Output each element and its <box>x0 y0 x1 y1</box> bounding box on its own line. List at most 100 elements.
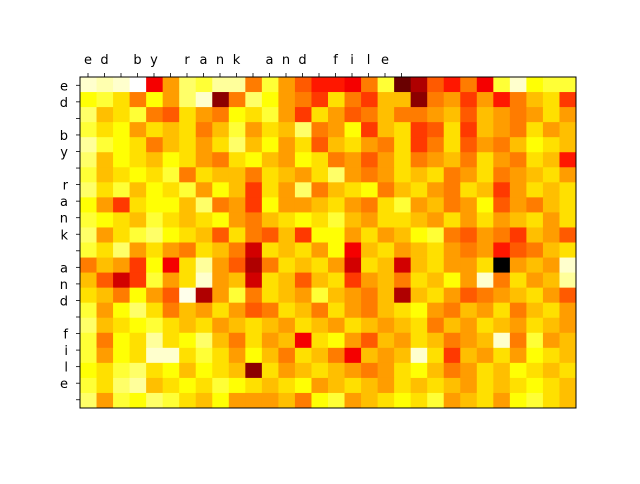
heatmap-cell <box>493 302 511 319</box>
heatmap-cell <box>311 77 329 93</box>
heatmap-cell <box>377 362 395 379</box>
heatmap-cell <box>294 152 312 168</box>
heatmap-cell <box>96 287 114 304</box>
heatmap-cell <box>394 92 412 108</box>
y-tick-label: b <box>60 129 68 144</box>
heatmap-cells <box>80 77 577 409</box>
x-tick-label: i <box>350 53 354 68</box>
heatmap-cell <box>162 92 180 108</box>
heatmap-cell <box>261 362 279 379</box>
heatmap-cell <box>212 197 230 213</box>
heatmap-cell <box>361 182 378 198</box>
heatmap-cell <box>162 152 180 168</box>
heatmap-cell <box>559 92 577 108</box>
heatmap-cell <box>328 272 345 289</box>
heatmap-cell <box>129 287 147 304</box>
heatmap-cell <box>542 152 560 168</box>
heatmap-cell <box>129 122 147 138</box>
heatmap-cell <box>195 392 213 409</box>
heatmap-cell <box>377 92 395 108</box>
heatmap-cell <box>460 377 478 394</box>
heatmap-cell <box>146 287 164 304</box>
heatmap-cell <box>278 122 296 138</box>
heatmap-cell <box>427 317 445 334</box>
heatmap-cell <box>96 362 114 379</box>
heatmap-cell <box>427 212 445 228</box>
heatmap-cell <box>212 287 230 304</box>
heatmap-cell <box>96 197 114 213</box>
heatmap-cell <box>129 377 147 394</box>
heatmap-cell <box>427 377 445 394</box>
heatmap-cell <box>162 347 180 364</box>
heatmap-cell <box>278 347 296 364</box>
heatmap-cell <box>245 317 263 334</box>
heatmap-cell <box>344 77 362 93</box>
heatmap-cell <box>294 392 312 409</box>
heatmap-cell <box>195 137 213 153</box>
heatmap-cell <box>311 302 329 319</box>
heatmap-cell <box>129 317 147 334</box>
heatmap-cell <box>80 92 97 108</box>
heatmap-cell <box>559 77 577 93</box>
heatmap-cell <box>526 122 544 138</box>
heatmap-cell <box>410 287 428 304</box>
heatmap-cell <box>162 332 180 349</box>
heatmap-cell <box>113 107 130 123</box>
heatmap-cell <box>410 77 428 93</box>
y-tick-label: d <box>60 96 68 111</box>
heatmap-cell <box>361 257 378 273</box>
heatmap-cell <box>559 332 577 349</box>
heatmap-cell <box>328 362 345 379</box>
heatmap-cell <box>294 272 312 289</box>
heatmap-cell <box>344 137 362 153</box>
heatmap-cell <box>228 242 246 258</box>
heatmap-cell <box>328 227 345 243</box>
heatmap-cell <box>559 362 577 379</box>
heatmap-cell <box>96 377 114 394</box>
heatmap-cell <box>311 122 329 138</box>
heatmap-cell <box>96 77 114 93</box>
heatmap-cell <box>179 182 197 198</box>
heatmap-cell <box>410 272 428 289</box>
heatmap-cell <box>344 152 362 168</box>
heatmap-cell <box>493 332 511 349</box>
heatmap-cell <box>443 92 461 108</box>
heatmap-cell <box>80 392 97 409</box>
heatmap-cell <box>146 377 164 394</box>
heatmap-cell <box>361 77 378 93</box>
heatmap-cell <box>294 92 312 108</box>
heatmap-cell <box>129 167 147 183</box>
heatmap-cell <box>212 272 230 289</box>
heatmap-cell <box>129 257 147 273</box>
heatmap-cell <box>162 227 180 243</box>
heatmap-cell <box>443 347 461 364</box>
heatmap-cell <box>526 197 544 213</box>
heatmap-cell <box>542 212 560 228</box>
heatmap-cell <box>509 197 527 213</box>
heatmap-cell <box>476 182 494 198</box>
heatmap-cell <box>113 227 130 243</box>
heatmap-cell <box>245 152 263 168</box>
heatmap-cell <box>542 362 560 379</box>
heatmap-cell <box>443 197 461 213</box>
heatmap-cell <box>294 317 312 334</box>
heatmap-cell <box>328 92 345 108</box>
heatmap-cell <box>394 122 412 138</box>
heatmap-cell <box>228 167 246 183</box>
heatmap-cell <box>328 77 345 93</box>
heatmap-cell <box>443 227 461 243</box>
heatmap-cell <box>228 257 246 273</box>
heatmap-cell <box>179 227 197 243</box>
heatmap-cell <box>195 317 213 334</box>
heatmap-cell <box>212 167 230 183</box>
heatmap-cell <box>542 347 560 364</box>
heatmap-cell <box>311 182 329 198</box>
heatmap-cell <box>443 167 461 183</box>
heatmap-cell <box>542 257 560 273</box>
heatmap-cell <box>162 212 180 228</box>
y-tick-label: n <box>60 212 68 227</box>
heatmap-cell <box>344 122 362 138</box>
heatmap-cell <box>212 377 230 394</box>
heatmap-cell <box>377 167 395 183</box>
heatmap-cell <box>113 77 130 93</box>
